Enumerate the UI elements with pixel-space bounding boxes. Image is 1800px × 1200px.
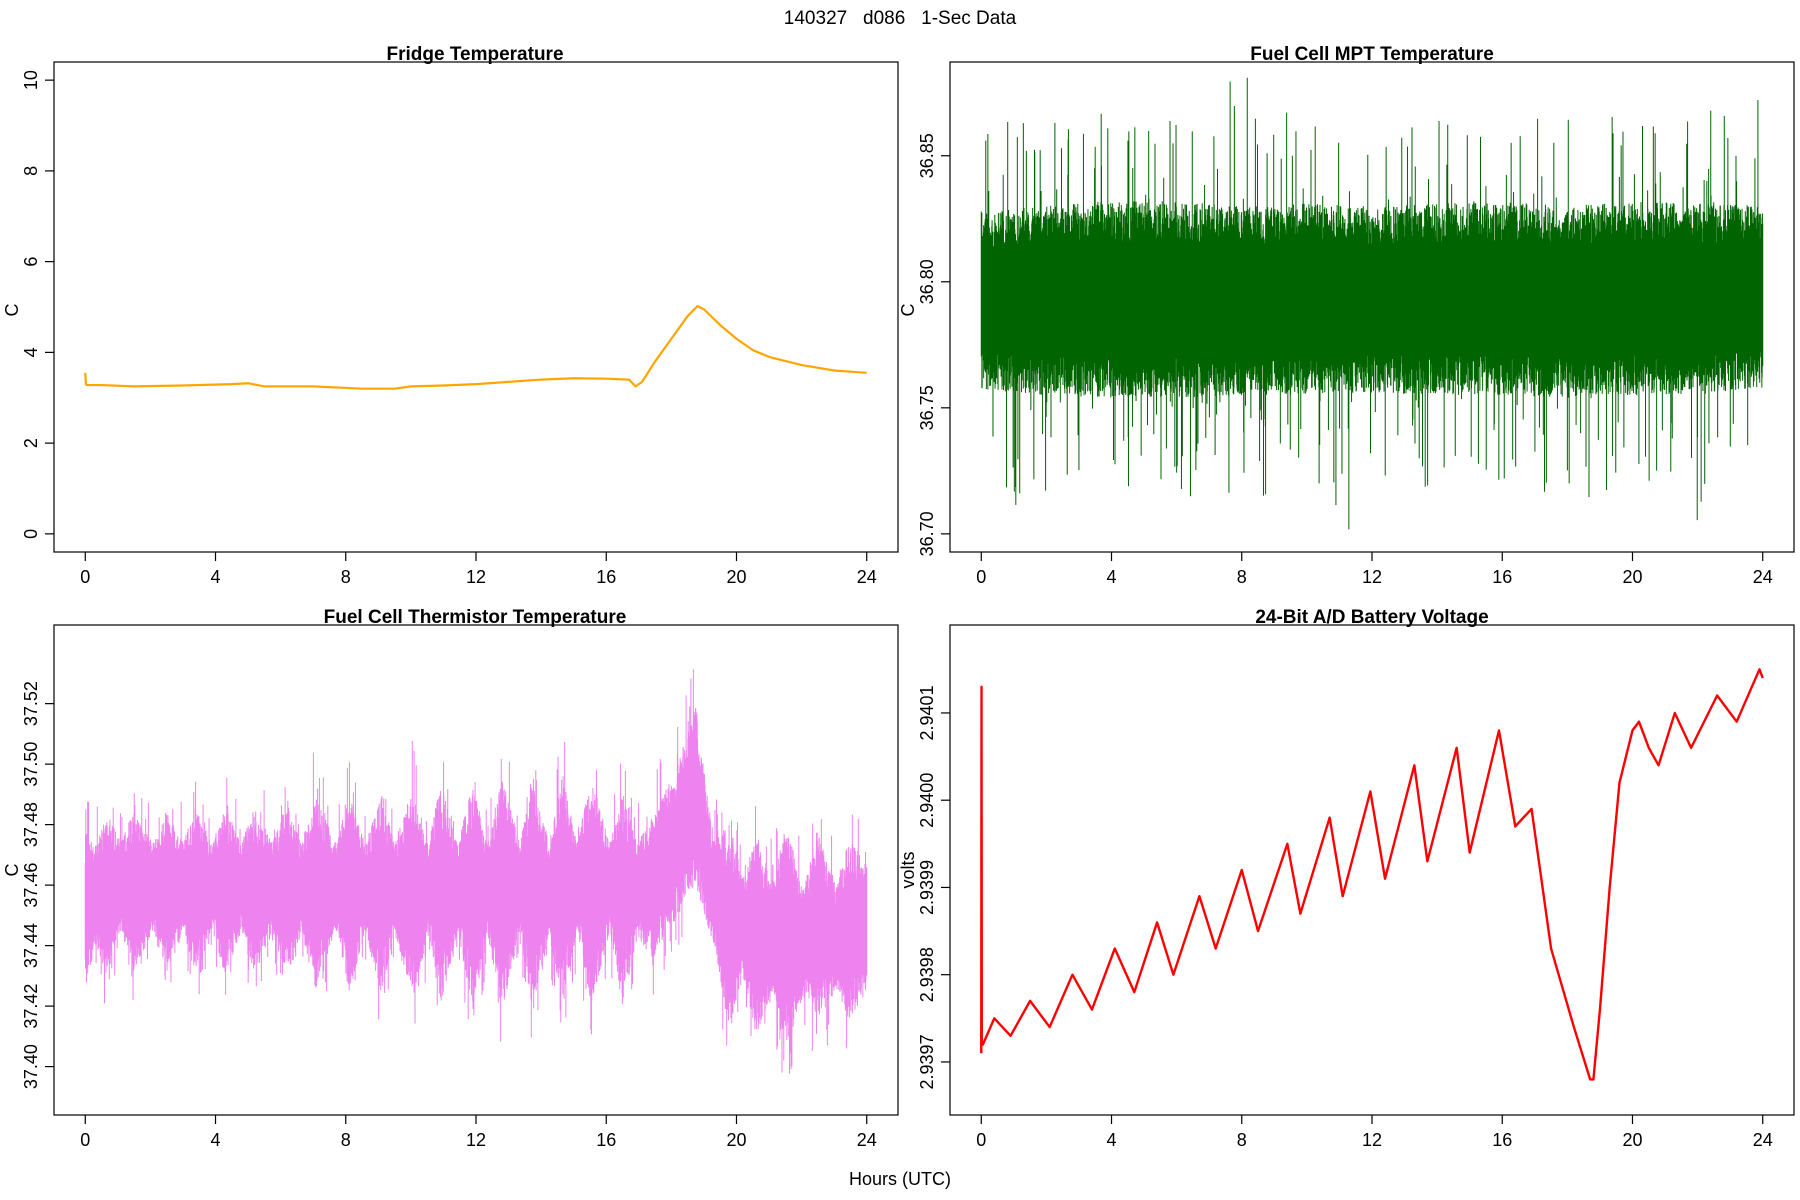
fuel-cell-thermistor-temperature-x-tick-label: 4 — [210, 1130, 220, 1150]
fridge-temperature-y-tick-label: 4 — [21, 347, 41, 357]
fridge-temperature-y-tick-label: 2 — [21, 438, 41, 448]
fridge-temperature-y-tick-label: 10 — [21, 70, 41, 90]
battery-voltage-y-tick-label: 2.9401 — [917, 685, 937, 740]
fuel-cell-thermistor-temperature-y-tick-label: 37.50 — [21, 742, 41, 787]
fuel-cell-thermistor-temperature-y-tick-label: 37.46 — [21, 863, 41, 908]
fuel-cell-thermistor-temperature-panel: Fuel Cell Thermistor Temperature C 0 4 8 12… — [2, 607, 899, 1150]
fridge-temperature-y-tick-label: 6 — [21, 257, 41, 267]
fridge-temperature-title: Fridge Temperature — [386, 44, 563, 65]
fridge-temperature-y-tick-label: 8 — [21, 166, 41, 176]
fuel-cell-thermistor-temperature-data — [84, 669, 868, 1074]
battery-voltage-x-tick-label: 24 — [1753, 1130, 1773, 1150]
fuel-cell-mpt-temperature-y-tick-label: 36.70 — [917, 511, 937, 556]
fridge-temperature-data — [84, 304, 867, 390]
fuel-cell-mpt-temperature-x-tick-label: 16 — [1492, 567, 1512, 587]
fuel-cell-mpt-temperature-x-tick-label: 24 — [1753, 567, 1773, 587]
fridge-temperature-ylabel: C — [2, 304, 22, 317]
figure-xlabel: Hours (UTC) — [849, 1169, 951, 1189]
battery-voltage-x-tick-label: 4 — [1106, 1130, 1116, 1150]
battery-voltage-title: 24-Bit A/D Battery Voltage — [1255, 607, 1488, 628]
fuel-cell-mpt-temperature-x-tick-label: 12 — [1362, 567, 1382, 587]
fuel-cell-mpt-temperature-x-tick-label: 0 — [976, 567, 986, 587]
fuel-cell-mpt-temperature-x-tick-label: 4 — [1106, 567, 1116, 587]
fuel-cell-thermistor-temperature-y-tick-label: 37.52 — [21, 681, 41, 726]
fuel-cell-mpt-temperature-y-tick-label: 36.75 — [917, 385, 937, 430]
fuel-cell-mpt-temperature-x-tick-label: 20 — [1622, 567, 1642, 587]
fridge-temperature-plot-frame — [53, 61, 899, 553]
battery-voltage-ylabel: volts — [898, 851, 918, 888]
battery-voltage-y-tick-label: 2.9397 — [917, 1034, 937, 1089]
battery-voltage-plot-frame — [949, 624, 1795, 1116]
fridge-temperature-x-tick-label: 4 — [210, 567, 220, 587]
battery-voltage-x-tick-label: 20 — [1622, 1130, 1642, 1150]
fuel-cell-thermistor-temperature-y-tick-label: 37.42 — [21, 984, 41, 1029]
battery-voltage-panel: 24-Bit A/D Battery Voltage volts 0 4 8 12 16… — [898, 607, 1795, 1150]
fuel-cell-mpt-temperature-y-tick-label: 36.85 — [917, 133, 937, 178]
fuel-cell-thermistor-temperature-series-core — [85, 739, 867, 1007]
fuel-cell-thermistor-temperature-x-tick-label: 24 — [857, 1130, 877, 1150]
fuel-cell-thermistor-temperature-x-tick-label: 8 — [341, 1130, 351, 1150]
battery-voltage-y-tick-label: 2.9398 — [917, 947, 937, 1002]
figure-title: 140327 d086 1-Sec Data — [784, 8, 1017, 29]
battery-voltage-x-tick-label: 16 — [1492, 1130, 1512, 1150]
fridge-temperature-x-tick-label: 20 — [726, 567, 746, 587]
fuel-cell-thermistor-temperature-y-tick-label: 37.44 — [21, 923, 41, 968]
battery-voltage-y-tick-label: 2.9400 — [917, 773, 937, 828]
fridge-temperature-x-tick-label: 0 — [80, 567, 90, 587]
battery-voltage-x-tick-label: 12 — [1362, 1130, 1382, 1150]
fuel-cell-mpt-temperature-title: Fuel Cell MPT Temperature — [1250, 44, 1494, 65]
fuel-cell-thermistor-temperature-ylabel: C — [2, 864, 22, 877]
battery-voltage-x-tick-label: 0 — [976, 1130, 986, 1150]
fuel-cell-thermistor-temperature-title: Fuel Cell Thermistor Temperature — [324, 607, 627, 628]
fridge-temperature-y-tick-label: 0 — [21, 529, 41, 539]
fuel-cell-mpt-temperature-x-tick-label: 8 — [1237, 567, 1247, 587]
fridge-temperature-series-line — [84, 304, 867, 390]
fuel-cell-thermistor-temperature-y-tick-label: 37.40 — [21, 1044, 41, 1089]
fridge-temperature-x-tick-label: 24 — [857, 567, 877, 587]
battery-voltage-x-tick-label: 8 — [1237, 1130, 1247, 1150]
fuel-cell-mpt-temperature-data — [980, 77, 1764, 530]
fuel-cell-thermistor-temperature-x-tick-label: 20 — [726, 1130, 746, 1150]
battery-voltage-series-line — [980, 668, 1764, 1081]
battery-voltage-data — [980, 668, 1764, 1081]
fridge-temperature-x-tick-label: 8 — [341, 567, 351, 587]
fuel-cell-thermistor-temperature-x-tick-label: 0 — [80, 1130, 90, 1150]
fuel-cell-mpt-temperature-series-core — [981, 239, 1763, 360]
battery-voltage-y-tick-label: 2.9399 — [917, 860, 937, 915]
fuel-cell-mpt-temperature-ylabel: C — [898, 304, 918, 317]
fuel-cell-thermistor-temperature-x-tick-label: 12 — [466, 1130, 486, 1150]
fuel-cell-mpt-temperature-panel: Fuel Cell MPT Temperature C 0 4 8 12 16 20 24 3… — [898, 44, 1795, 587]
fuel-cell-thermistor-temperature-x-tick-label: 16 — [596, 1130, 616, 1150]
fuel-cell-thermistor-temperature-y-tick-label: 37.48 — [21, 802, 41, 847]
fridge-temperature-x-tick-label: 16 — [596, 567, 616, 587]
fridge-temperature-x-tick-label: 12 — [466, 567, 486, 587]
fuel-cell-mpt-temperature-y-tick-label: 36.80 — [917, 259, 937, 304]
